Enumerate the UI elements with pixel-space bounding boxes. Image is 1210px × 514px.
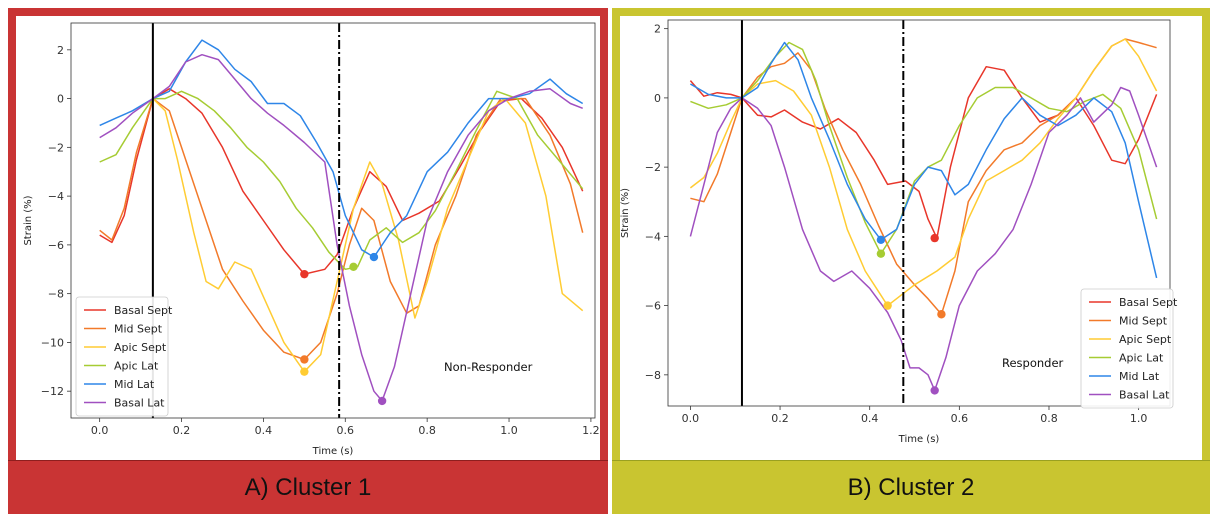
series-line-basal-lat — [689, 86, 1158, 392]
peak-marker-basal-lat — [930, 386, 939, 395]
y-axis-label: Strain (%) — [23, 195, 34, 245]
legend-entry: Apic Sept — [114, 341, 167, 354]
legend-box — [1080, 288, 1174, 409]
peak-marker-mid-sept — [300, 355, 309, 364]
series-line-basal-sept — [99, 88, 584, 275]
y-tick-label: −4 — [645, 230, 661, 243]
peak-marker-apic-lat — [349, 262, 358, 272]
y-tick-label: −6 — [645, 300, 661, 313]
legend-entry: Mid Sept — [114, 323, 163, 336]
peak-marker-apic-sept — [300, 367, 309, 376]
plot-frame — [70, 22, 596, 419]
y-axis-label: Strain (%) — [620, 188, 631, 238]
peak-marker-mid-lat — [369, 252, 379, 262]
legend-entry: Basal Sept — [114, 304, 173, 317]
x-tick-label: 1.2 — [582, 424, 600, 437]
peak-marker-apic-lat — [876, 249, 886, 258]
y-tick-label: 0 — [654, 92, 661, 105]
x-tick-label: 0.2 — [771, 412, 789, 425]
panel-cluster-1: 0.0 0.2 0.4 0.6 0.8 1.0 1.2 2 0 −2 −4 −6 −8 −10 −12 Tim… — [8, 8, 608, 514]
x-axis-label: Time (s) — [312, 446, 354, 457]
y-tick-label: −8 — [48, 288, 64, 301]
peak-marker-mid-lat — [876, 235, 886, 245]
x-tick-label: 0.0 — [91, 424, 109, 437]
legend-box — [75, 296, 169, 417]
legend-entry: Mid Lat — [114, 378, 155, 391]
series-line-apic-sept — [689, 38, 1158, 307]
chart-cluster-1: 0.0 0.2 0.4 0.6 0.8 1.0 1.2 2 0 −2 −4 −6 −8 −10 −12 Tim… — [16, 16, 600, 460]
series-group — [689, 20, 1158, 406]
x-tick-label: 0.0 — [682, 412, 700, 425]
y-tick-label: −8 — [645, 369, 661, 382]
legend-entry: Apic Lat — [114, 360, 159, 373]
legend-entry: Basal Lat — [1119, 389, 1170, 402]
series-line-basal-lat — [99, 53, 583, 402]
peak-marker-basal-lat — [377, 396, 387, 406]
peak-marker-basal-sept — [930, 233, 939, 243]
y-tick-label: −2 — [48, 141, 64, 154]
y-tick-label: −10 — [41, 336, 64, 349]
legend: Basal Sept Mid Sept Apic Sept Apic Lat Mid L… — [75, 296, 173, 417]
x-tick-label: 0.6 — [337, 424, 355, 437]
peak-marker-basal-sept — [300, 269, 309, 279]
plot-frame — [667, 19, 1171, 407]
cluster-annotation: Non-Responder — [444, 360, 533, 374]
caption-cluster-2: B) Cluster 2 — [612, 460, 1210, 514]
legend-entry: Apic Lat — [1119, 352, 1164, 365]
cluster-annotation: Responder — [1002, 356, 1064, 370]
series-line-mid-lat — [690, 41, 1158, 279]
caption-cluster-1: A) Cluster 1 — [8, 460, 608, 514]
y-tick-label: −6 — [48, 239, 64, 252]
series-line-apic-sept — [152, 97, 584, 373]
peak-marker-apic-sept — [883, 301, 892, 310]
y-tick-label: 2 — [57, 44, 64, 57]
legend-entry: Apic Sept — [1119, 333, 1172, 346]
peak-marker-mid-sept — [937, 310, 946, 319]
x-tick-label: 0.4 — [861, 412, 879, 425]
chart-cluster-2: 0.0 0.2 0.4 0.6 0.8 1.0 2 0 −2 −4 −6 −8 Time (s) Stra… — [620, 16, 1202, 460]
x-axis-label: Time (s) — [898, 434, 940, 445]
legend-entry: Mid Sept — [1119, 315, 1168, 328]
series-line-mid-sept — [99, 97, 584, 361]
y-tick-label: −12 — [41, 385, 64, 398]
x-tick-label: 0.6 — [951, 412, 969, 425]
axis-ticks: 0.0 0.2 0.4 0.6 0.8 1.0 1.2 2 0 −2 −4 −6 −8 −10 −12 — [41, 44, 600, 437]
x-tick-label: 0.4 — [255, 424, 273, 437]
legend-entry: Mid Lat — [1119, 370, 1160, 383]
legend-entry: Basal Sept — [1119, 296, 1178, 309]
series-line-mid-lat — [99, 39, 584, 258]
x-tick-label: 0.2 — [173, 424, 191, 437]
panel-cluster-2: 0.0 0.2 0.4 0.6 0.8 1.0 2 0 −2 −4 −6 −8 Time (s) Stra… — [612, 8, 1210, 514]
x-tick-label: 0.8 — [1040, 412, 1058, 425]
legend-entry: Basal Lat — [114, 397, 165, 410]
axis-ticks: 0.0 0.2 0.4 0.6 0.8 1.0 2 0 −2 −4 −6 −8 — [645, 23, 1148, 425]
y-tick-label: 0 — [57, 93, 64, 106]
y-tick-label: −2 — [645, 161, 661, 174]
legend: Basal Sept Mid Sept Apic Sept Apic Lat Mid L… — [1080, 288, 1178, 409]
x-tick-label: 1.0 — [1130, 412, 1148, 425]
y-tick-label: 2 — [654, 23, 661, 36]
x-tick-label: 0.8 — [418, 424, 436, 437]
y-tick-label: −4 — [48, 190, 64, 203]
series-group — [99, 23, 584, 418]
x-tick-label: 1.0 — [500, 424, 518, 437]
